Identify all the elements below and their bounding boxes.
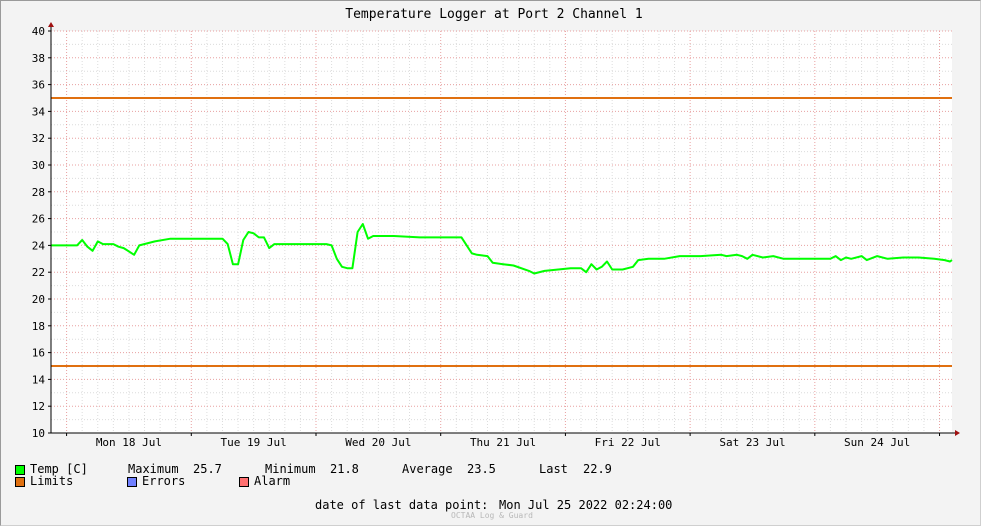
x-axis-ticks: Mon 18 Jul Tue 19 Jul Wed 20 Jul Thu 21 Jul… — [66, 433, 941, 449]
axes — [48, 22, 960, 436]
y-tick-label: 28 — [32, 186, 45, 199]
y-tick-label: 32 — [32, 132, 45, 145]
limits-legend-swatch — [15, 477, 25, 487]
limit-lines — [51, 97, 952, 367]
y-tick-label: 26 — [32, 213, 45, 226]
temp-legend-swatch — [15, 465, 25, 475]
chart-title: Temperature Logger at Port 2 Channel 1 — [345, 7, 642, 22]
maximum-label: Maximum — [128, 462, 179, 476]
temperature-series-line — [51, 223, 953, 275]
y-tick-label: 20 — [32, 293, 45, 306]
minimum-value: 21.8 — [330, 462, 359, 476]
minimum-label: Minimum — [265, 462, 316, 476]
x-tick-label: Thu 21 Jul — [470, 436, 536, 449]
y-tick-label: 40 — [32, 25, 45, 38]
y-tick-label: 38 — [32, 52, 45, 65]
x-tick-label: Sun 24 Jul — [844, 436, 910, 449]
y-axis-arrow — [48, 22, 54, 27]
last-data-point-label: date of last data point: — [315, 498, 489, 512]
y-tick-label: 36 — [32, 79, 45, 92]
errors-legend-swatch — [127, 477, 137, 487]
y-axis-ticks: 10 12 14 16 18 20 22 24 26 28 30 32 34 36 38 40 — [32, 25, 51, 440]
alarm-legend-label: Alarm — [254, 474, 291, 488]
y-tick-label: 34 — [32, 105, 46, 118]
errors-legend-label: Errors — [142, 474, 186, 488]
y-tick-label: 24 — [32, 239, 46, 252]
temp-legend-label: Temp [C] — [30, 462, 88, 476]
x-tick-label: Wed 20 Jul — [345, 436, 411, 449]
y-tick-label: 22 — [32, 266, 45, 279]
y-tick-label: 16 — [32, 347, 45, 360]
y-tick-label: 18 — [32, 320, 45, 333]
y-tick-label: 14 — [32, 373, 46, 386]
average-value: 23.5 — [467, 462, 496, 476]
alarm-legend-swatch — [239, 477, 249, 487]
credit-text: OCTAA Log & Guard — [451, 511, 533, 520]
x-tick-label: Tue 19 Jul — [221, 436, 287, 449]
maximum-value: 25.7 — [193, 462, 222, 476]
x-axis-arrow — [955, 430, 960, 436]
average-label: Average — [402, 462, 453, 476]
x-tick-label: Mon 18 Jul — [96, 436, 162, 449]
x-tick-label: Fri 22 Jul — [595, 436, 661, 449]
y-tick-label: 12 — [32, 400, 45, 413]
x-tick-label: Sat 23 Jul — [719, 436, 785, 449]
last-value: 22.9 — [583, 462, 612, 476]
y-tick-label: 10 — [32, 427, 45, 440]
last-label: Last — [539, 462, 568, 476]
last-data-point-value: Mon Jul 25 2022 02:24:00 — [499, 498, 673, 512]
limits-legend-label: Limits — [30, 474, 74, 488]
y-tick-label: 30 — [32, 159, 45, 172]
